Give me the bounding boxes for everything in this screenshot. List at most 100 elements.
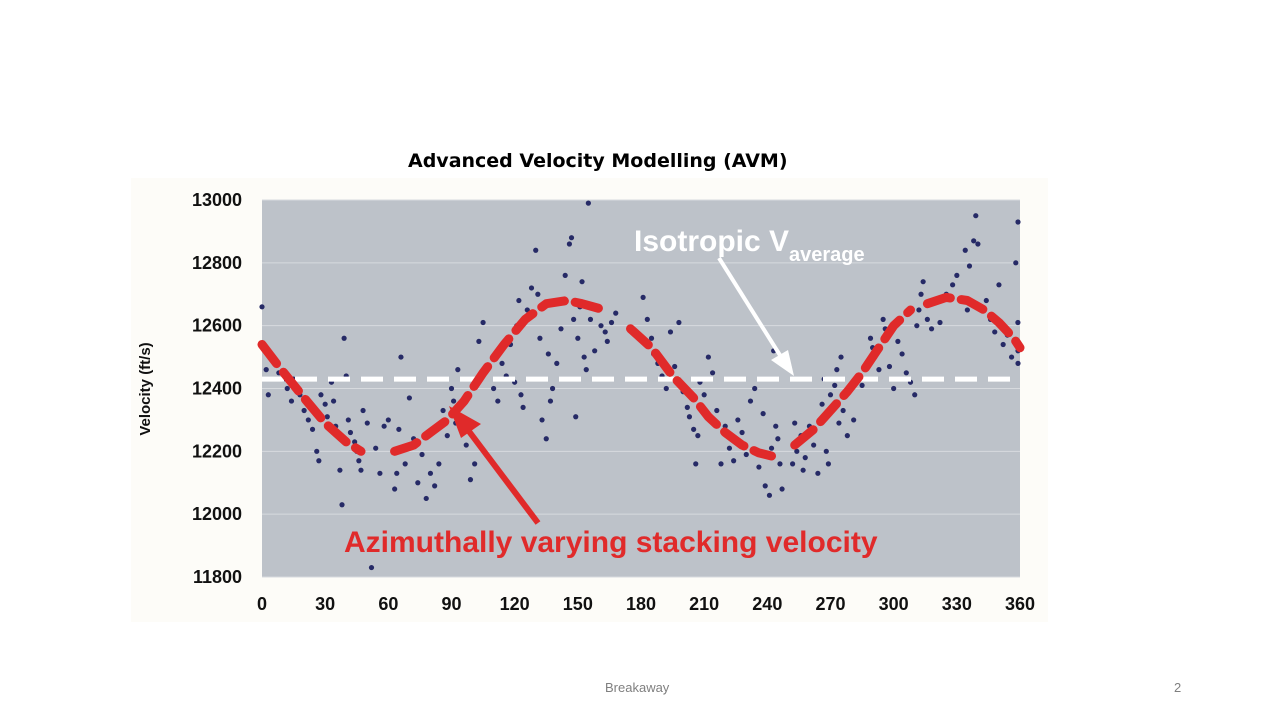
data-point [867,335,874,341]
data-point [440,407,446,414]
data-point [377,470,383,476]
data-point [533,247,539,253]
data-point [667,329,674,335]
data-point [709,370,716,376]
data-point [467,477,474,483]
avm-curve-segment [626,324,776,461]
x-tick-label: 360 [1005,594,1035,614]
data-point [587,316,594,322]
data-point [756,464,762,470]
data-point [1015,319,1021,326]
data-point [528,285,535,291]
y-tick-label: 12000 [192,504,242,524]
data-point [672,363,678,370]
data-point [966,263,973,269]
data-point [823,448,829,454]
data-point [406,395,412,401]
data-point [691,426,697,432]
data-point [891,385,897,392]
x-tick-label: 330 [942,594,972,614]
data-point [640,294,646,300]
y-axis-label: Velocity (ft/s) [137,342,154,435]
data-point [318,392,324,398]
isotropic-arrow-shaft [717,256,785,362]
data-point [1015,360,1021,366]
data-point [385,417,391,423]
data-point [954,272,960,278]
data-point [602,329,608,335]
x-tick-label: 240 [752,594,782,614]
data-point [880,316,886,322]
chart-panel: 11800 12000 12200 12400 12600 12800 13000 0 30 6… [131,178,1048,622]
data-point [760,411,766,417]
data-point [775,436,781,442]
data-point [476,338,482,344]
data-point [436,461,442,467]
data-point [324,414,330,420]
data-point [305,417,311,423]
data-point [444,433,450,439]
data-point [581,354,587,360]
data-point [427,470,434,476]
data-point [463,442,469,448]
data-point [714,407,720,414]
data-point [288,398,295,404]
data-point [392,486,398,492]
data-point [834,367,840,373]
data-point [971,238,977,244]
velocity-chart: 11800 12000 12200 12400 12600 12800 13000 0 30 6… [137,190,1035,614]
data-point [309,426,316,432]
avm-curve-segment [922,292,1025,353]
data-point [686,414,693,420]
data-point [819,401,825,407]
data-point [415,480,421,486]
data-point [316,458,322,464]
data-point [886,363,893,370]
data-point [598,323,604,329]
y-tick-label: 12600 [192,316,242,336]
data-point [341,335,347,341]
data-point [284,385,290,392]
data-point [701,392,707,398]
data-point [838,354,844,360]
data-point [1015,219,1021,225]
x-tick-label: 30 [315,594,335,614]
data-point [339,502,345,508]
data-point [259,304,265,310]
y-tick-label: 11800 [193,567,242,587]
data-point [396,426,402,432]
data-point [705,354,711,360]
data-point [802,455,808,461]
data-point [592,348,598,354]
data-point [562,272,568,278]
data-point [585,200,591,206]
data-point [539,417,545,423]
data-point [773,423,779,429]
data-point [330,398,337,404]
data-point [718,461,724,467]
data-point [752,385,758,392]
data-point [739,429,745,436]
data-point [899,351,905,357]
data-point [840,407,846,414]
data-point [518,392,524,398]
data-point [792,420,798,426]
data-point [347,429,354,436]
azimuthal-label: Azimuthally varying stacking velocity [344,526,878,559]
data-point [844,433,850,439]
data-point [394,470,400,476]
data-point [815,470,821,476]
data-point [747,398,754,404]
data-point [950,282,956,288]
data-point [975,241,981,247]
data-point [402,461,408,467]
data-point [398,354,404,360]
data-point [992,329,998,335]
data-point [432,483,438,489]
data-point [575,335,581,341]
data-point [684,404,690,410]
isotropic-label-main: Isotropic V [634,225,789,258]
data-point [924,316,930,322]
data-point [545,351,551,357]
data-point [766,492,773,498]
